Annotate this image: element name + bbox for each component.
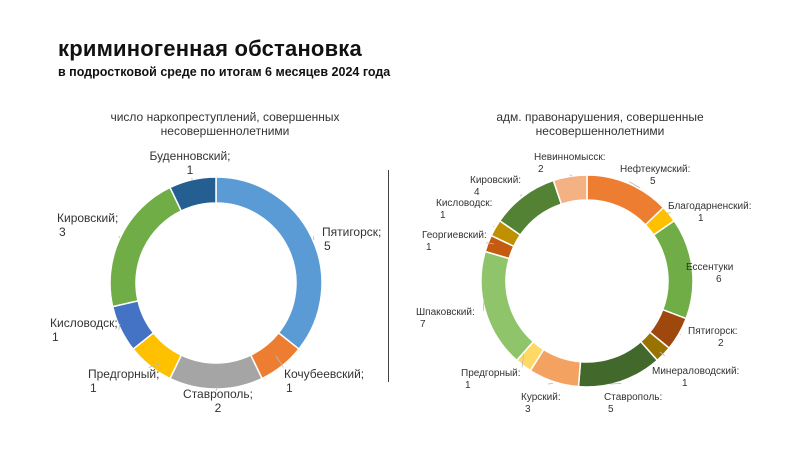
chart1-leader-кисловодск — [118, 323, 121, 330]
chart2-value-нефтекумский: 5 — [650, 176, 656, 187]
chart2-leader-минераловодский — [659, 351, 666, 357]
drug-crimes-chart-title: число наркопреступлений, совершенных нес… — [110, 110, 340, 138]
chart2-leader-георгиевский — [485, 242, 495, 245]
chart1-leader-предгорный — [148, 363, 161, 368]
chart2-label-нефтекумский: Нефтекумский: — [620, 163, 690, 175]
chart1-leader-ставрополь — [215, 385, 219, 392]
chart2-label-ставрополь: Ставрополь: — [604, 392, 662, 403]
chart2-leader-ставрополь — [609, 383, 622, 385]
chart2-slice-шпаковский — [480, 250, 535, 362]
chart2-label-георгиевский: Георгиевский: — [422, 230, 487, 241]
chart2-label-предгорный: Предгорный: — [461, 368, 521, 379]
chart2-label-ессентуки: Ессентуки — [686, 262, 733, 273]
chart1-slice-ставрополь — [169, 354, 263, 390]
chart2-value-курский: 3 — [525, 404, 531, 415]
chart2-value-георгиевский: 1 — [426, 242, 432, 253]
chart1-leader-пятигорск — [312, 236, 315, 241]
chart1-leader-кировский — [118, 235, 121, 239]
chart1-label-кировский: Кировский; — [57, 211, 118, 225]
chart2-leader-курский — [547, 383, 553, 385]
chart2-leader-невинномысск — [569, 174, 573, 177]
chart-divider — [388, 170, 389, 382]
chart2-leader-шпаковский — [482, 299, 485, 312]
admin-offenses-chart-title: адм. правонарушения, совершенные несовер… — [496, 110, 704, 138]
chart2-value-пятигорск: 2 — [718, 338, 724, 349]
chart2-value-минераловодский: 1 — [682, 378, 688, 389]
chart2-label-благодарненский: Благодарненский: — [668, 201, 752, 212]
chart1-value-кировский: 3 — [59, 225, 66, 239]
chart2-label-невинномысск: Невинномысск: — [534, 152, 606, 163]
chart1-leader-кочубеевский — [275, 355, 284, 368]
chart2-value-кировский: 4 — [474, 187, 480, 198]
chart2-value-ставрополь: 5 — [608, 404, 614, 415]
chart2-label-пятигорск: Пятигорск: — [688, 326, 737, 337]
chart2-value-предгорный: 1 — [465, 380, 471, 391]
chart2-label-курский: Курский: — [521, 392, 561, 403]
page-subtitle: в подростковой среде по итогам 6 месяцев… — [58, 65, 391, 79]
chart1-label-ставрополь: Ставрополь; — [183, 387, 253, 401]
chart1-slice-кировский — [109, 186, 183, 308]
chart1-slice-пятигорск — [215, 176, 323, 351]
chart2-value-невинномысск: 2 — [538, 164, 544, 175]
chart1-value-ставрополь: 2 — [215, 401, 222, 415]
chart1-value-пятигорск: 5 — [324, 239, 331, 253]
chart1-label-буденновский: Буденновский; — [149, 149, 230, 163]
chart2-value-кисловодск: 1 — [440, 210, 446, 221]
chart1-label-пятигорск: Пятигорск; — [322, 225, 381, 239]
chart2-leader-нефтекумский — [629, 181, 641, 189]
chart2-slice-кировский — [498, 179, 563, 237]
chart2-slice-невинномысск — [552, 174, 588, 206]
chart1-label-кисловодск: Кисловодск; — [50, 316, 118, 330]
chart1-label-кочубеевский: Кочубеевский; — [284, 367, 364, 381]
chart2-leader-благодарненский — [661, 212, 671, 215]
chart2-leader-пятигорск — [679, 333, 681, 336]
chart2-leader-ессентуки — [689, 265, 695, 269]
chart2-leader-кировский — [519, 194, 523, 197]
chart2-slice-ставрополь — [577, 340, 659, 388]
chart1-value-кисловодск: 1 — [52, 330, 59, 344]
chart1-value-предгорный: 1 — [90, 381, 97, 395]
page-title: криминогенная обстановка — [58, 36, 362, 61]
chart1-value-буденновский: 1 — [187, 163, 194, 177]
chart2-label-кисловодск: Кисловодск: — [436, 198, 492, 209]
chart2-label-минераловодский: Минераловодский: — [652, 366, 739, 377]
chart1-label-предгорный: Предгорный; — [88, 367, 159, 381]
chart2-value-благодарненский: 1 — [698, 213, 704, 224]
chart2-leader-кисловодск — [493, 225, 495, 228]
chart2-value-ессентуки: 6 — [716, 274, 722, 285]
chart2-label-кировский: Кировский: — [470, 175, 521, 186]
chart1-value-кочубеевский: 1 — [286, 381, 293, 395]
chart2-label-шпаковский: Шпаковский: — [416, 307, 475, 318]
chart2-value-шпаковский: 7 — [420, 319, 426, 330]
chart1-slice-буденновский — [169, 176, 217, 212]
